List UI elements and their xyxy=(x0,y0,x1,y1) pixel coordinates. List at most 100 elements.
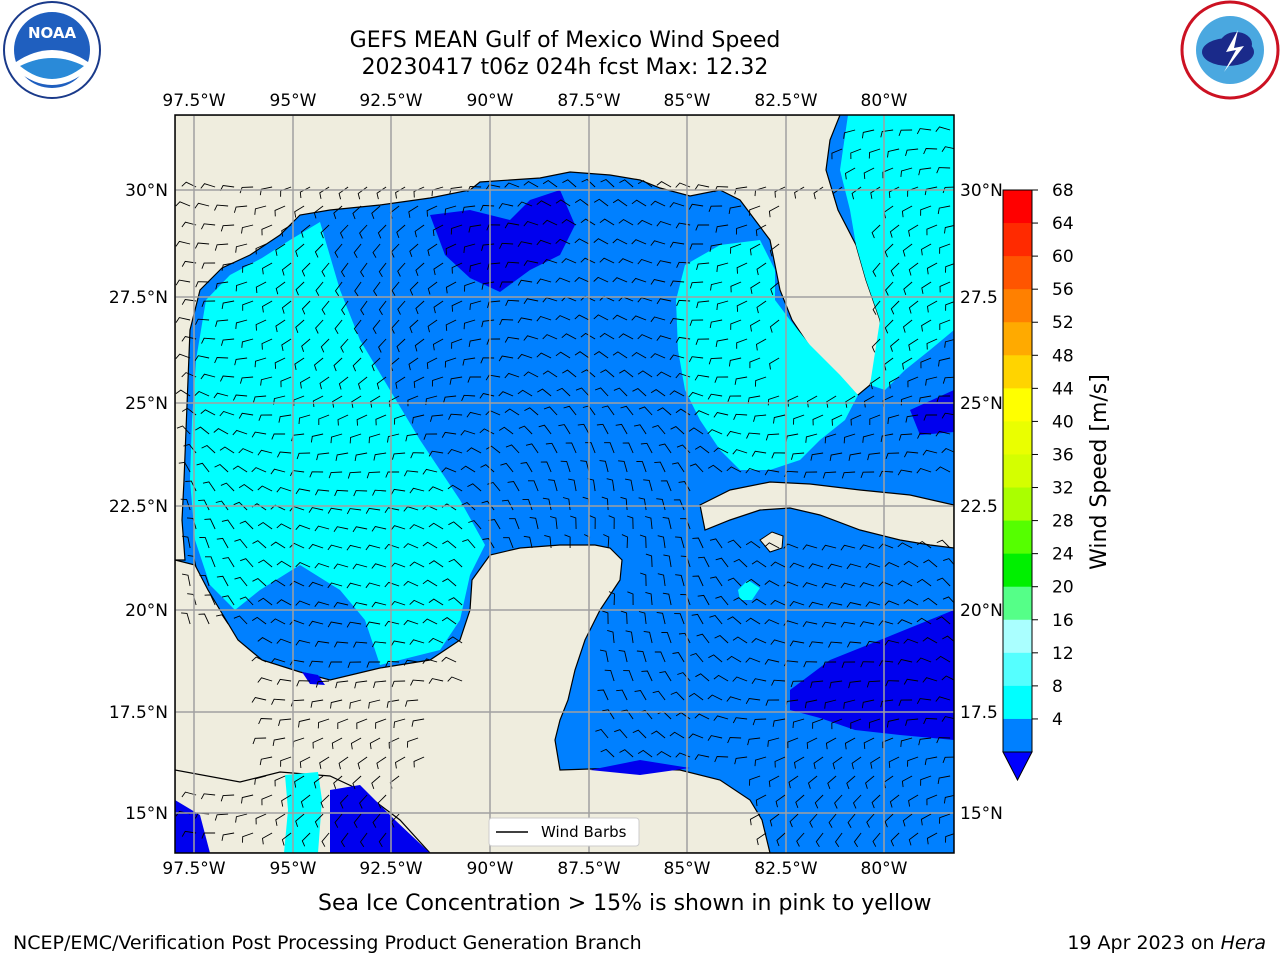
wind-barb xyxy=(745,698,761,705)
wind-barb xyxy=(467,376,482,383)
wind-barb xyxy=(916,467,932,474)
wind-barb xyxy=(828,813,837,828)
wind-barb xyxy=(787,737,799,749)
wind-barb xyxy=(242,300,254,311)
wind-barb xyxy=(315,680,330,688)
wind-barb xyxy=(908,224,919,237)
wind-barb xyxy=(451,338,463,349)
wind-barb xyxy=(356,718,368,730)
colorbar-tick-label: 60 xyxy=(1052,247,1074,267)
wind-barb xyxy=(890,832,900,847)
wind-barb xyxy=(270,658,286,664)
wind-barb xyxy=(449,376,463,385)
wind-barb xyxy=(903,281,913,296)
wind-barb xyxy=(542,370,558,378)
wind-barb xyxy=(604,669,615,682)
wind-barb xyxy=(936,167,951,174)
wind-barb xyxy=(888,756,900,768)
wind-barb xyxy=(625,478,634,492)
wind-barb xyxy=(294,205,305,218)
lat-label-right: 25°N xyxy=(960,394,1003,414)
wind-barb xyxy=(258,414,273,421)
wind-barb xyxy=(428,522,444,530)
wind-barb xyxy=(487,262,501,270)
wind-barb xyxy=(523,298,539,305)
wind-barb xyxy=(821,621,837,628)
wind-barb xyxy=(747,395,761,404)
wind-barb xyxy=(920,775,932,786)
wind-barb xyxy=(295,243,305,257)
wind-barb xyxy=(354,680,368,689)
wind-barb xyxy=(413,756,425,768)
wind-barb xyxy=(945,301,954,311)
wind-barb xyxy=(897,542,913,549)
wind-barb xyxy=(756,262,767,276)
wind-barb xyxy=(669,354,685,361)
wind-barb xyxy=(195,318,210,325)
wind-barb xyxy=(851,186,862,200)
wind-barb xyxy=(275,319,286,333)
wind-band-8-12-yucatan-small xyxy=(738,580,760,600)
wind-barb xyxy=(299,186,311,199)
wind-barb xyxy=(461,501,476,511)
wind-barb xyxy=(431,376,444,387)
wind-barb xyxy=(262,262,273,275)
wind-barb xyxy=(451,300,463,312)
wind-barb xyxy=(620,709,634,720)
wind-barb xyxy=(885,281,894,296)
wind-barb xyxy=(385,660,400,667)
wind-barb xyxy=(504,336,520,343)
wind-barb xyxy=(396,338,406,353)
wind-barb xyxy=(314,525,330,532)
wind-barb xyxy=(222,595,235,606)
wind-barb xyxy=(869,414,881,425)
wind-barb xyxy=(789,562,805,568)
wind-barb xyxy=(640,442,653,454)
wind-barb xyxy=(918,737,932,746)
wind-barb xyxy=(517,279,533,286)
wind-barb xyxy=(789,600,805,607)
wind-barb xyxy=(770,561,786,568)
nws-logo xyxy=(1180,0,1280,100)
wind-barb xyxy=(428,486,444,492)
wind-barb xyxy=(789,640,805,647)
wind-barb xyxy=(789,813,799,828)
wind-barb xyxy=(908,338,919,351)
wind-barb xyxy=(885,452,900,460)
wind-barb xyxy=(372,243,381,258)
wind-barb xyxy=(409,281,419,296)
wind-barb xyxy=(561,258,577,264)
wind-barb xyxy=(926,262,938,275)
wind-barb xyxy=(482,538,495,549)
wind-barb xyxy=(574,351,590,359)
lon-label-top: 85°W xyxy=(664,91,711,111)
wind-barb xyxy=(372,489,387,496)
wind-barb xyxy=(927,300,938,313)
wind-barb xyxy=(897,658,913,665)
wind-barb xyxy=(936,539,951,549)
wind-barb xyxy=(396,224,406,239)
wind-barb xyxy=(851,756,862,770)
wind-barb xyxy=(443,395,457,404)
lon-label-bottom: 97.5°W xyxy=(162,859,225,879)
wind-barb xyxy=(728,357,742,367)
wind-barb xyxy=(707,694,723,701)
wind-barb xyxy=(338,186,349,200)
wind-barb xyxy=(850,414,862,426)
wind-barb xyxy=(499,319,514,326)
wind-barb xyxy=(369,737,381,750)
wind-barb xyxy=(865,562,881,569)
wind-barb xyxy=(638,611,647,625)
wind-barb xyxy=(608,591,615,606)
wind-barb xyxy=(879,470,894,477)
wind-barb xyxy=(205,556,216,568)
wind-barb xyxy=(308,581,324,588)
wind-barb xyxy=(215,500,229,511)
wind-barb xyxy=(376,756,387,770)
wind-barb xyxy=(843,433,856,444)
wind-barb xyxy=(848,452,862,461)
wind-barb xyxy=(276,678,292,685)
wind-barb xyxy=(441,656,457,663)
wind-barb xyxy=(859,582,875,588)
wind-barb xyxy=(200,409,216,416)
